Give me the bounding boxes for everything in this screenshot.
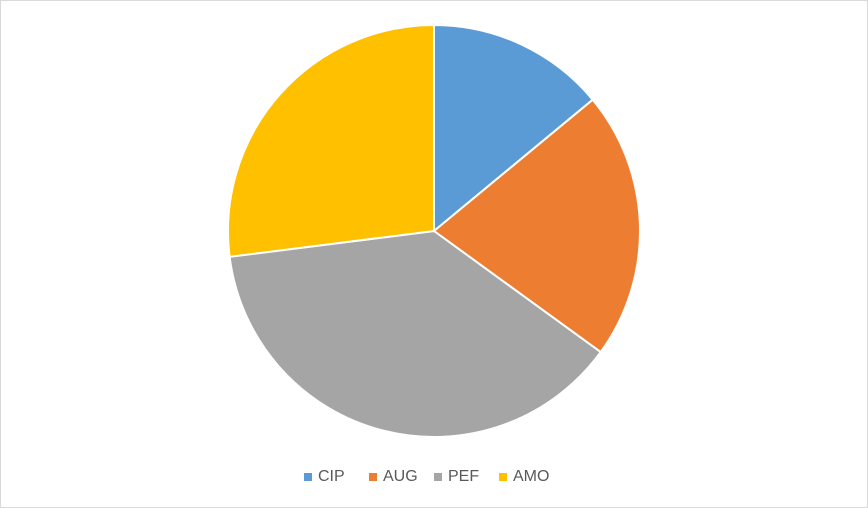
legend-label: PEF [448, 468, 479, 485]
pie-slice [432, 98, 641, 354]
legend-swatch [369, 473, 377, 481]
pie-slice [433, 23, 595, 234]
legend-swatch [434, 473, 442, 481]
legend-label: AUG [383, 468, 418, 485]
legend-swatch [304, 473, 312, 481]
pie-slice [227, 23, 435, 258]
legend-swatch [499, 473, 507, 481]
pie-slice [228, 229, 603, 438]
legend-label: AMO [513, 468, 549, 485]
legend-label: CIP [318, 468, 345, 485]
